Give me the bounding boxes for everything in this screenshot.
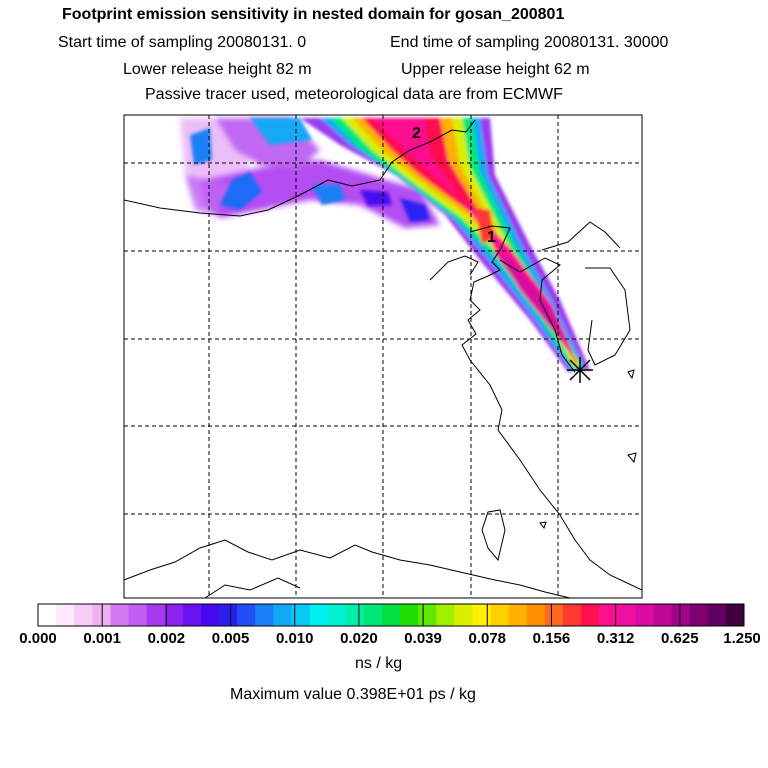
plume-layer bbox=[124, 118, 642, 598]
colorbar-tick-label: 0.078 bbox=[468, 630, 507, 647]
colorbar-swatch bbox=[418, 604, 437, 626]
colorbar-tick-label: 0.039 bbox=[404, 630, 442, 647]
colorbar-swatch bbox=[671, 604, 691, 626]
colorbar-swatch bbox=[363, 604, 383, 626]
colorbar-swatch bbox=[309, 604, 329, 626]
start-sampling-label: Start time of sampling 20080131. 0 bbox=[58, 34, 307, 51]
colorbar-swatch bbox=[508, 604, 528, 626]
colorbar-swatch bbox=[219, 604, 238, 626]
tracer-info-label: Passive tracer used, meteorological data… bbox=[145, 86, 563, 103]
lower-release-label: Lower release height 82 m bbox=[123, 61, 312, 78]
colorbar-tick-label: 0.156 bbox=[532, 630, 571, 647]
colorbar-swatch bbox=[255, 604, 274, 626]
receptor-star-icon bbox=[567, 357, 593, 383]
colorbar-swatch bbox=[562, 604, 582, 626]
colorbar-swatch bbox=[110, 604, 130, 626]
colorbar-swatch bbox=[38, 604, 57, 626]
end-sampling-label: End time of sampling 20080131. 30000 bbox=[390, 34, 669, 51]
colorbar-swatch bbox=[544, 604, 564, 626]
colorbar-tick-label: 0.020 bbox=[340, 630, 378, 647]
colorbar-tick-label: 0.312 bbox=[596, 630, 635, 647]
colorbar-swatch bbox=[707, 604, 727, 626]
colorbar-swatch bbox=[653, 604, 673, 626]
colorbar-swatch bbox=[526, 604, 546, 626]
colorbar-swatch bbox=[327, 604, 347, 626]
colorbar-tick-label: 0.000 bbox=[19, 630, 57, 647]
colorbar-frame bbox=[37, 603, 745, 627]
cluster-label-2: 2 bbox=[412, 125, 421, 142]
main-plume bbox=[300, 118, 590, 372]
colorbar-swatch bbox=[200, 604, 220, 626]
colorbar-swatch bbox=[128, 604, 148, 626]
upper-release-label: Upper release height 62 m bbox=[401, 61, 590, 78]
colorbar-swatch bbox=[182, 604, 202, 626]
cluster-label-1: 1 bbox=[487, 229, 496, 246]
colorbar-swatch bbox=[56, 604, 75, 626]
colorbar-swatch bbox=[725, 604, 745, 626]
colorbar-swatch bbox=[74, 604, 93, 626]
colorbar-swatch bbox=[617, 604, 636, 626]
lat-lon-grid bbox=[124, 115, 642, 598]
colorbar-swatch bbox=[273, 604, 292, 626]
colorbar-swatch bbox=[599, 604, 618, 626]
colorbar-tick-label: 0.625 bbox=[661, 630, 699, 647]
colorbar-tick-label: 0.001 bbox=[83, 630, 121, 647]
map-frame bbox=[123, 114, 643, 599]
colorbar-swatch bbox=[581, 604, 600, 626]
colorbar-swatch bbox=[400, 604, 419, 626]
colorbar-swatch bbox=[92, 604, 111, 626]
colorbar-swatch bbox=[490, 604, 510, 626]
colorbar-swatch bbox=[146, 604, 166, 626]
map-title: Footprint emission sensitivity in nested… bbox=[62, 6, 565, 23]
colorbar bbox=[37, 603, 745, 627]
colorbar-tick-label: 1.250 bbox=[723, 630, 761, 647]
colorbar-swatch bbox=[291, 604, 311, 626]
units-label: ns / kg bbox=[355, 655, 403, 672]
colorbar-tick-label: 0.005 bbox=[211, 630, 250, 647]
colorbar-swatch bbox=[635, 604, 654, 626]
colorbar-swatch bbox=[164, 604, 184, 626]
colorbar-swatch bbox=[345, 604, 365, 626]
colorbar-swatch bbox=[381, 604, 401, 626]
colorbar-swatch bbox=[436, 604, 455, 626]
max-value-label: Maximum value 0.398E+01 ps / kg bbox=[230, 686, 476, 703]
colorbar-tick-label: 0.002 bbox=[147, 630, 186, 647]
colorbar-swatch bbox=[472, 604, 492, 626]
colorbar-swatch bbox=[237, 604, 256, 626]
colorbar-swatch bbox=[689, 604, 709, 626]
colorbar-swatch bbox=[454, 604, 473, 626]
colorbar-tick-label: 0.010 bbox=[275, 630, 314, 647]
